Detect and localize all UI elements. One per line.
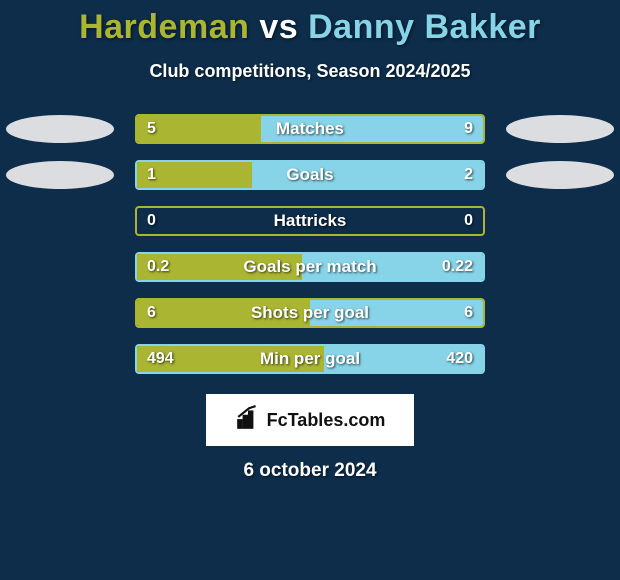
value-player-b: 420	[446, 346, 473, 372]
logo-text: FcTables.com	[267, 410, 386, 431]
bar-track: 494420Min per goal	[135, 344, 485, 374]
player-a-name: Hardeman	[79, 8, 249, 46]
subtitle: Club competitions, Season 2024/2025	[0, 61, 620, 82]
value-player-a: 5	[147, 116, 156, 142]
date-label: 6 october 2024	[0, 460, 620, 482]
bar-track: 12Goals	[135, 160, 485, 190]
comparison-title: Hardeman vs Danny Bakker	[0, 0, 620, 47]
value-player-a: 0.2	[147, 254, 169, 280]
comparison-row: 0.20.22Goals per match	[0, 244, 620, 290]
bar-track: 66Shots per goal	[135, 298, 485, 328]
player-b-name: Danny Bakker	[308, 8, 541, 46]
comparison-row: 0 0Hattricks	[0, 198, 620, 244]
comparison-row: 66Shots per goal	[0, 290, 620, 336]
vs-label: vs	[259, 8, 298, 46]
value-player-b: 0	[464, 208, 473, 234]
bar-track: 0.20.22Goals per match	[135, 252, 485, 282]
fill-player-a	[137, 300, 310, 326]
fill-player-b	[261, 116, 483, 142]
value-player-a: 1	[147, 162, 156, 188]
player-a-ellipse	[6, 161, 114, 189]
fill-player-b	[252, 162, 483, 188]
fill-player-b	[310, 300, 483, 326]
chart-icon	[235, 405, 261, 436]
value-player-a: 6	[147, 300, 156, 326]
comparison-row: 59Matches	[0, 106, 620, 152]
bar-track: 59Matches	[135, 114, 485, 144]
value-player-b: 0.22	[442, 254, 473, 280]
comparison-row: 494420Min per goal	[0, 336, 620, 382]
value-player-b: 2	[464, 162, 473, 188]
logo-box: FcTables.com	[206, 394, 414, 446]
player-b-ellipse	[506, 115, 614, 143]
value-player-a: 0	[147, 208, 156, 234]
value-player-b: 6	[464, 300, 473, 326]
comparison-row: 12Goals	[0, 152, 620, 198]
comparison-chart: 59Matches12Goals00Hattricks0.20.22Goals …	[0, 106, 620, 382]
bar-track: 0 0Hattricks	[135, 206, 485, 236]
value-player-a: 494	[147, 346, 174, 372]
metric-label: Hattricks	[137, 208, 483, 234]
player-b-ellipse	[506, 161, 614, 189]
value-player-b: 9	[464, 116, 473, 142]
player-a-ellipse	[6, 115, 114, 143]
